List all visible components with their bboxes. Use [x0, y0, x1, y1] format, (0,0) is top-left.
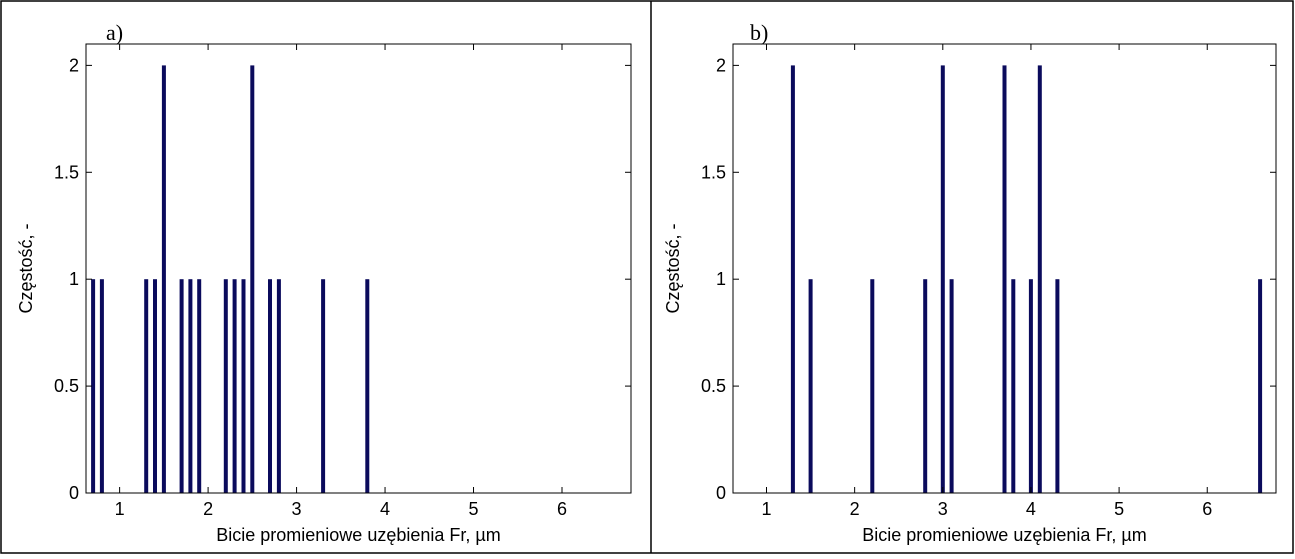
- y-tick-label: 1: [69, 269, 79, 289]
- y-tick-label: 0: [69, 483, 79, 503]
- x-tick-label: 3: [292, 499, 302, 519]
- y-tick-label: 2: [69, 55, 79, 75]
- x-tick-label: 6: [1202, 499, 1212, 519]
- bar: [241, 279, 246, 493]
- bar: [250, 65, 255, 494]
- bar: [1037, 65, 1042, 494]
- bar: [1011, 279, 1016, 493]
- x-axis-label: Bicie promieniowe uzębienia Fr, µm: [862, 525, 1147, 545]
- x-tick-label: 6: [557, 499, 567, 519]
- y-tick-label: 2: [716, 55, 726, 75]
- bar: [232, 279, 237, 493]
- bar: [161, 65, 166, 494]
- x-tick-label: 4: [1026, 499, 1036, 519]
- bar: [188, 279, 193, 493]
- x-tick-label: 5: [469, 499, 479, 519]
- bar: [808, 279, 813, 493]
- bar: [99, 279, 104, 493]
- bar: [321, 279, 326, 493]
- y-tick-label: 0: [716, 483, 726, 503]
- bar: [179, 279, 184, 493]
- bar: [223, 279, 228, 493]
- x-tick-label: 2: [203, 499, 213, 519]
- bar: [1002, 65, 1007, 494]
- panel-letter: b): [750, 20, 768, 45]
- x-tick-label: 4: [380, 499, 390, 519]
- bar: [870, 279, 875, 493]
- bar: [365, 279, 370, 493]
- bar: [1258, 279, 1263, 493]
- y-tick-label: 1.5: [701, 162, 726, 182]
- x-tick-label: 3: [938, 499, 948, 519]
- bar: [949, 279, 954, 493]
- bar: [1028, 279, 1033, 493]
- bar: [940, 65, 945, 494]
- x-tick-label: 1: [761, 499, 771, 519]
- x-axis-label: Bicie promieniowe uzębienia Fr, µm: [216, 525, 501, 545]
- y-tick-label: 0.5: [54, 376, 79, 396]
- x-tick-label: 2: [850, 499, 860, 519]
- bar: [790, 65, 795, 494]
- bar: [923, 279, 928, 493]
- bar: [197, 279, 202, 493]
- bar: [91, 279, 96, 493]
- plot-area-box: [732, 43, 1277, 494]
- y-tick-label: 0.5: [701, 376, 726, 396]
- bar: [1055, 279, 1060, 493]
- y-axis-label: Częstość, -: [16, 223, 36, 313]
- bar: [276, 279, 281, 493]
- x-tick-label: 5: [1114, 499, 1124, 519]
- y-axis-label: Częstość, -: [663, 223, 683, 313]
- y-tick-label: 1.5: [54, 162, 79, 182]
- panel-letter: a): [106, 20, 123, 45]
- y-tick-label: 1: [716, 269, 726, 289]
- bar: [268, 279, 272, 493]
- plot-area-box: [85, 43, 632, 494]
- bar: [153, 279, 157, 493]
- bar: [144, 279, 149, 493]
- x-tick-label: 1: [115, 499, 125, 519]
